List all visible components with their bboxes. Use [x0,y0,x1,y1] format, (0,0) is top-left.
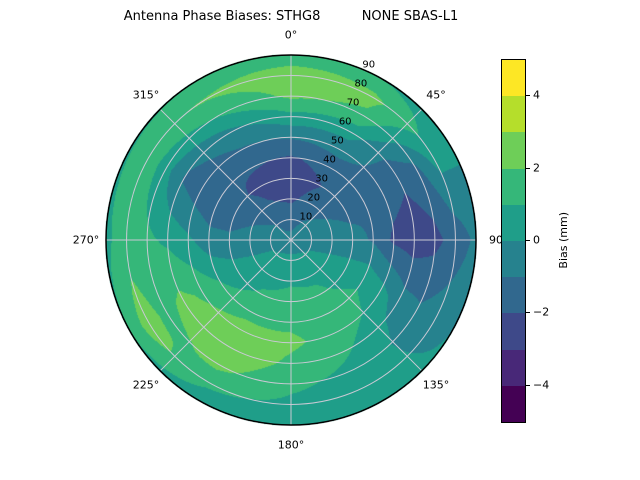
radial-tick-label: 50 [330,135,344,147]
colorbar-tick-mark [526,95,530,97]
colorbar-band [502,385,525,423]
colorbar-axis-label-wrap: Bias (mm) [557,0,570,480]
colorbar-tick-label: 0 [533,233,540,247]
colorbar-tick-label: 2 [533,161,540,175]
radial-tick-label: 30 [315,173,328,185]
radial-tick-label: 80 [354,78,368,90]
colorbar-band [502,132,525,169]
radial-tick-label: 90 [362,59,376,71]
angular-tick-label: 0° [284,28,298,42]
colorbar-tick-mark [526,240,530,241]
radial-tick-label: 60 [338,116,352,128]
colorbar-tick-mark [526,167,530,169]
angular-tick-label: 225° [132,378,160,392]
colorbar-band [502,96,525,133]
grid-spoke [159,108,292,241]
grid-spoke [159,239,292,372]
colorbar-band [502,204,525,242]
grid-spoke [290,108,423,241]
angular-tick-label: 315° [132,88,160,102]
colorbar-axis-label: Bias (mm) [557,211,570,269]
colorbar-band [502,349,525,386]
colorbar-tick-label: −4 [533,378,550,392]
polar-boundary [105,54,477,426]
radial-tick-label: 40 [323,154,336,166]
angular-tick-label: 180° [277,438,305,452]
angular-tick-label: 270° [72,233,100,247]
colorbar-tick-label: −2 [533,305,550,319]
colorbar-band [502,241,525,278]
angular-tick-label: 90 [489,233,503,247]
colorbar-band [502,313,525,350]
colorbar [501,59,526,423]
angular-tick-label: 45° [426,88,446,102]
colorbar-band [502,168,525,205]
radial-tick-label: 20 [307,192,321,204]
colorbar-band [502,277,525,314]
colorbar-tick-mark [526,384,530,386]
colorbar-tick-label: 4 [533,88,540,102]
grid-spoke [290,239,423,372]
colorbar-tick-mark [526,312,530,314]
radial-tick-label: 70 [346,97,360,109]
angular-tick-label: 135° [422,378,450,392]
colorbar-band [502,60,525,97]
radial-tick-label: 10 [299,211,313,223]
